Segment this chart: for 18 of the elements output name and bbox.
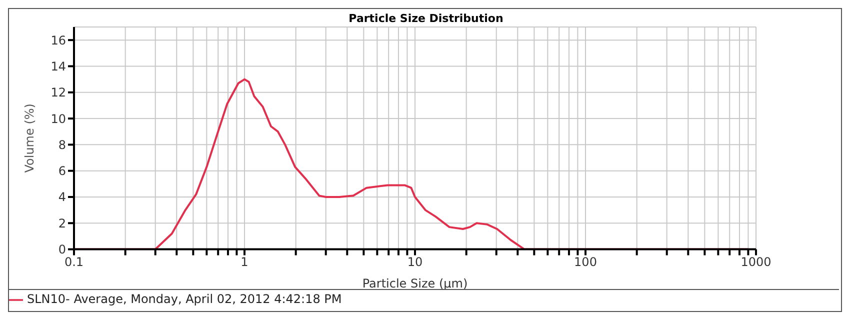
y-tick-label: 16 [50,33,66,48]
y-tick-label: 6 [58,164,66,178]
x-tick-label: 1 [240,254,248,269]
y-tick-label: 14 [50,59,66,74]
y-tick-label: 10 [50,112,66,126]
x-tick-label: 100 [574,254,597,269]
x-tick-label: 10 [407,254,423,269]
x-tick-label: 1000 [740,254,772,269]
y-tick-label: 0 [58,242,66,257]
chart-title: Particle Size Distribution [348,12,504,25]
y-axis-title: Volume (%) [22,104,36,173]
x-tick-label: 0.1 [64,254,84,269]
y-tick-label: 8 [58,138,66,152]
x-axis-title: Particle Size (µm) [362,276,468,290]
y-tick-label: 12 [50,86,66,100]
legend-label: SLN10- Average, Monday, April 02, 2012 4:42:18 PM [27,292,342,306]
y-tick-label: 2 [58,216,66,230]
y-tick-label: 4 [58,190,66,204]
